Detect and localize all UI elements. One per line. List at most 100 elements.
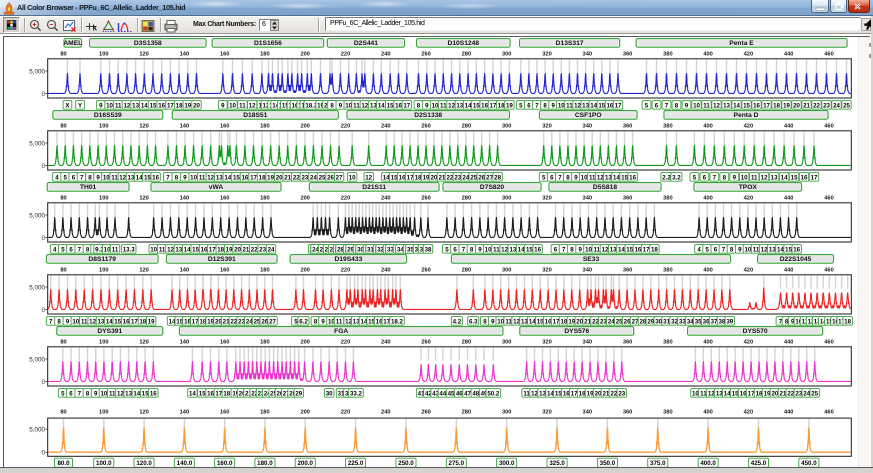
svg-text:320: 320 [542, 123, 552, 129]
svg-text:420: 420 [744, 123, 754, 129]
svg-text:14: 14 [781, 174, 788, 181]
svg-text:10: 10 [485, 246, 492, 253]
svg-text:11: 11 [802, 318, 809, 325]
svg-text:19: 19 [184, 102, 191, 109]
svg-text:8: 8 [675, 102, 679, 109]
svg-text:24: 24 [264, 390, 271, 397]
svg-text:5,000: 5,000 [29, 284, 45, 291]
svg-text:8: 8 [785, 318, 789, 325]
svg-text:225.0: 225.0 [348, 460, 364, 467]
svg-text:5: 5 [705, 246, 709, 253]
svg-text:14: 14 [106, 318, 113, 325]
svg-text:9: 9 [66, 318, 70, 325]
svg-text:5: 5 [445, 246, 449, 253]
svg-text:13: 13 [610, 246, 617, 253]
svg-text:6: 6 [72, 174, 76, 181]
svg-text:15: 15 [150, 102, 157, 109]
svg-text:22: 22 [293, 174, 300, 181]
svg-text:27: 27 [283, 390, 290, 397]
svg-text:5,000: 5,000 [29, 356, 45, 363]
svg-text:15: 15 [192, 246, 199, 253]
svg-text:325.0: 325.0 [549, 460, 565, 467]
svg-text:12: 12 [361, 102, 368, 109]
svg-text:14: 14 [378, 102, 385, 109]
svg-text:5: 5 [693, 174, 697, 181]
svg-text:9.3: 9.3 [95, 246, 104, 253]
svg-text:320: 320 [542, 339, 552, 345]
svg-text:12: 12 [345, 318, 352, 325]
svg-text:11: 11 [593, 246, 600, 253]
svg-text:16: 16 [207, 390, 214, 397]
svg-text:10: 10 [741, 174, 748, 181]
svg-text:400: 400 [703, 339, 713, 345]
svg-text:240: 240 [381, 339, 391, 345]
svg-text:5: 5 [519, 102, 523, 109]
svg-text:25: 25 [470, 174, 477, 181]
svg-text:13: 13 [370, 102, 377, 109]
svg-text:31: 31 [663, 318, 670, 325]
svg-text:14: 14 [547, 390, 554, 397]
svg-text:25: 25 [319, 174, 326, 181]
svg-text:11: 11 [566, 102, 573, 109]
svg-text:22: 22 [592, 318, 599, 325]
svg-text:12: 12 [117, 390, 124, 397]
svg-text:25: 25 [843, 102, 850, 109]
svg-text:34: 34 [687, 318, 694, 325]
svg-text:D21S11: D21S11 [362, 184, 386, 191]
svg-text:FGA: FGA [334, 328, 348, 335]
svg-text:28: 28 [639, 318, 646, 325]
svg-text:7: 7 [722, 246, 726, 253]
svg-text:16: 16 [152, 174, 159, 181]
svg-text:SE33: SE33 [583, 256, 600, 263]
svg-text:120.0: 120.0 [136, 460, 152, 467]
svg-text:49: 49 [481, 390, 488, 397]
svg-text:23: 23 [301, 174, 308, 181]
svg-text:16: 16 [376, 318, 383, 325]
svg-text:14: 14 [184, 246, 191, 253]
svg-text:24: 24 [803, 390, 810, 397]
svg-text:8: 8 [86, 390, 90, 397]
svg-text:10: 10 [558, 102, 565, 109]
svg-text:9: 9 [685, 102, 689, 109]
svg-text:160.0: 160.0 [217, 460, 233, 467]
svg-text:12: 12 [761, 174, 768, 181]
svg-text:7: 7 [713, 174, 717, 181]
svg-text:TH01: TH01 [80, 184, 97, 191]
svg-text:vWA: vWA [209, 184, 224, 191]
svg-text:200: 200 [300, 267, 310, 273]
svg-text:12: 12 [761, 246, 768, 253]
svg-text:17: 17 [403, 102, 410, 109]
svg-text:13: 13 [771, 174, 778, 181]
svg-text:5: 5 [61, 390, 65, 397]
svg-text:380: 380 [663, 123, 673, 129]
svg-text:19: 19 [226, 246, 233, 253]
svg-text:15: 15 [537, 318, 544, 325]
svg-text:280: 280 [462, 339, 472, 345]
svg-text:13: 13 [353, 318, 360, 325]
svg-text:13: 13 [605, 174, 612, 181]
svg-text:16: 16 [399, 174, 406, 181]
svg-text:16: 16 [545, 318, 552, 325]
svg-text:20: 20 [793, 102, 800, 109]
svg-text:12: 12 [249, 102, 256, 109]
svg-text:400.0: 400.0 [700, 460, 716, 467]
svg-text:22: 22 [813, 102, 820, 109]
svg-text:320: 320 [542, 51, 552, 57]
svg-text:5: 5 [61, 246, 65, 253]
svg-text:7: 7 [462, 246, 466, 253]
svg-text:140.0: 140.0 [177, 460, 193, 467]
svg-text:14: 14 [136, 174, 143, 181]
svg-text:340: 340 [583, 195, 593, 201]
svg-text:100: 100 [99, 339, 109, 345]
svg-text:180: 180 [260, 267, 270, 273]
svg-text:16: 16 [832, 318, 839, 325]
svg-text:7: 7 [779, 318, 783, 325]
svg-text:140: 140 [180, 409, 190, 415]
svg-text:8: 8 [483, 318, 487, 325]
svg-text:8: 8 [470, 246, 474, 253]
svg-text:14: 14 [613, 174, 620, 181]
svg-text:220: 220 [341, 267, 351, 273]
svg-text:17: 17 [407, 174, 414, 181]
svg-text:100: 100 [99, 51, 109, 57]
svg-text:19: 19 [506, 102, 513, 109]
